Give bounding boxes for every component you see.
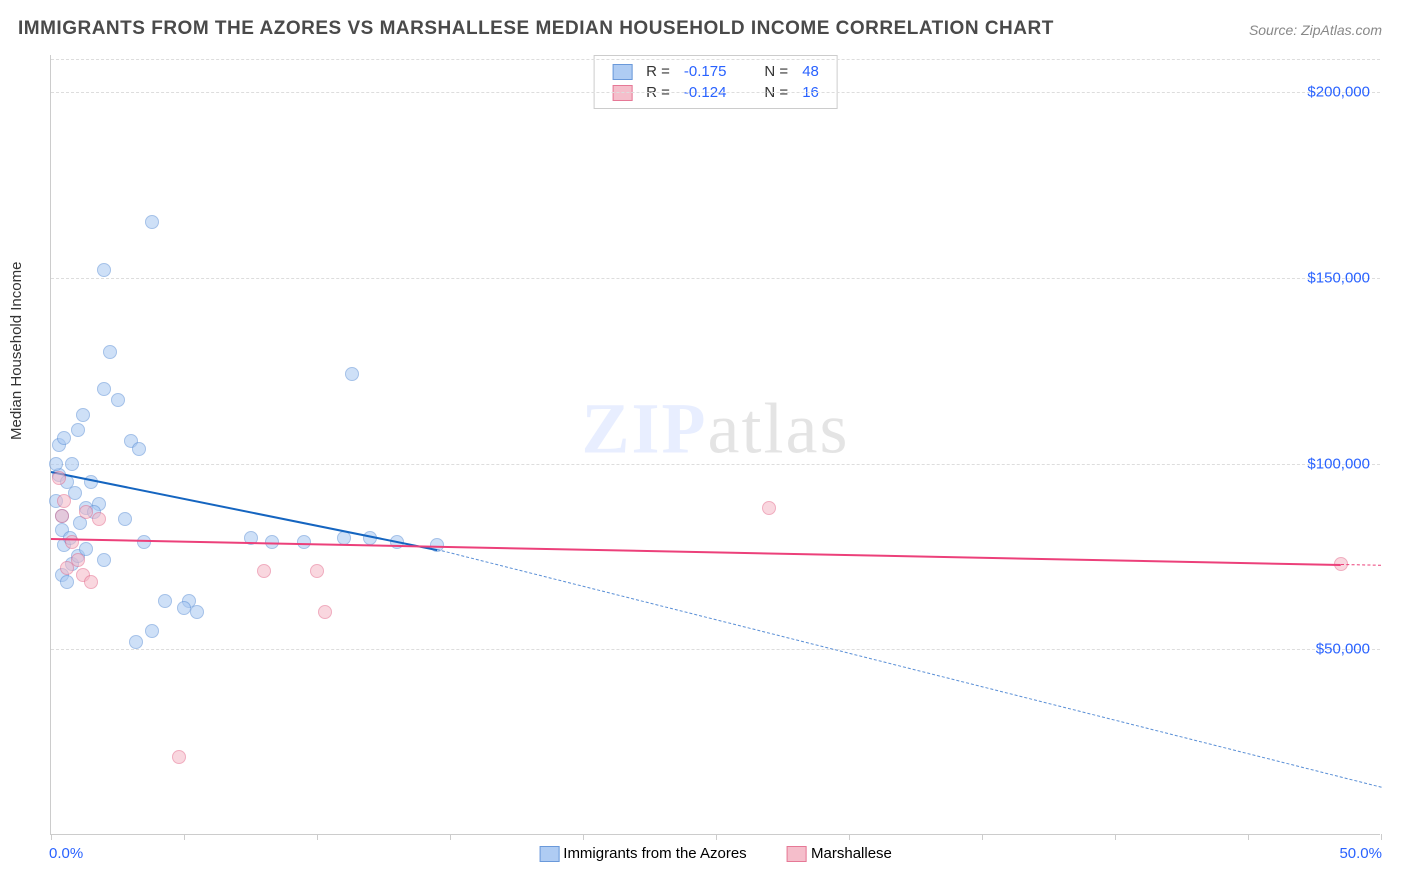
trendline-extrapolated bbox=[437, 549, 1382, 788]
data-point-marshallese bbox=[52, 471, 66, 485]
swatch-azores bbox=[539, 846, 559, 862]
data-point-azores bbox=[49, 457, 63, 471]
r-label: R = bbox=[640, 62, 676, 81]
r-value-azores: -0.175 bbox=[678, 62, 733, 81]
x-tick bbox=[849, 834, 850, 840]
data-point-azores bbox=[65, 457, 79, 471]
data-point-azores bbox=[60, 575, 74, 589]
watermark-atlas: atlas bbox=[708, 388, 850, 468]
data-point-marshallese bbox=[310, 564, 324, 578]
legend-item-marshallese: Marshallese bbox=[787, 845, 892, 862]
n-value-azores: 48 bbox=[796, 62, 825, 81]
swatch-azores bbox=[612, 64, 632, 80]
data-point-azores bbox=[111, 393, 125, 407]
data-point-azores bbox=[129, 635, 143, 649]
data-point-marshallese bbox=[172, 750, 186, 764]
data-point-marshallese bbox=[92, 512, 106, 526]
x-tick bbox=[184, 834, 185, 840]
watermark: ZIPatlas bbox=[582, 387, 850, 470]
series-legend: Immigrants from the Azores Marshallese bbox=[521, 845, 910, 862]
watermark-zip: ZIP bbox=[582, 388, 708, 468]
trendline bbox=[51, 538, 1341, 566]
data-point-azores bbox=[177, 601, 191, 615]
x-axis-label: 0.0% bbox=[49, 845, 83, 862]
data-point-azores bbox=[103, 345, 117, 359]
x-tick bbox=[1248, 834, 1249, 840]
data-point-marshallese bbox=[762, 501, 776, 515]
n-label: N = bbox=[758, 62, 794, 81]
source-label: Source: ZipAtlas.com bbox=[1249, 22, 1382, 38]
data-point-azores bbox=[158, 594, 172, 608]
data-point-azores bbox=[57, 431, 71, 445]
data-point-azores bbox=[97, 382, 111, 396]
data-point-marshallese bbox=[60, 561, 74, 575]
legend-label-marshallese: Marshallese bbox=[811, 845, 892, 862]
x-tick bbox=[583, 834, 584, 840]
data-point-marshallese bbox=[65, 535, 79, 549]
data-point-azores bbox=[345, 367, 359, 381]
data-point-azores bbox=[145, 215, 159, 229]
data-point-azores bbox=[97, 553, 111, 567]
x-tick bbox=[317, 834, 318, 840]
swatch-marshallese bbox=[787, 846, 807, 862]
correlation-legend: R = -0.175 N = 48 R = -0.124 N = 16 bbox=[593, 55, 838, 109]
x-tick bbox=[1381, 834, 1382, 840]
x-tick bbox=[51, 834, 52, 840]
data-point-azores bbox=[132, 442, 146, 456]
data-point-azores bbox=[297, 535, 311, 549]
data-point-marshallese bbox=[79, 505, 93, 519]
data-point-marshallese bbox=[257, 564, 271, 578]
data-point-azores bbox=[145, 624, 159, 638]
gridline bbox=[51, 92, 1380, 93]
legend-row-azores: R = -0.175 N = 48 bbox=[606, 62, 825, 81]
chart-plot-area: ZIPatlas R = -0.175 N = 48 R = -0.124 N … bbox=[50, 55, 1380, 835]
data-point-azores bbox=[118, 512, 132, 526]
x-tick bbox=[1115, 834, 1116, 840]
gridline bbox=[51, 649, 1380, 650]
y-tick-label: $50,000 bbox=[1316, 641, 1370, 658]
data-point-marshallese bbox=[57, 494, 71, 508]
gridline bbox=[51, 59, 1380, 60]
data-point-marshallese bbox=[318, 605, 332, 619]
data-point-marshallese bbox=[84, 575, 98, 589]
chart-title: IMMIGRANTS FROM THE AZORES VS MARSHALLES… bbox=[18, 18, 1054, 40]
x-axis-label: 50.0% bbox=[1339, 845, 1382, 862]
data-point-azores bbox=[190, 605, 204, 619]
data-point-azores bbox=[76, 408, 90, 422]
data-point-azores bbox=[71, 423, 85, 437]
y-tick-label: $200,000 bbox=[1307, 84, 1370, 101]
data-point-azores bbox=[97, 263, 111, 277]
y-axis-label: Median Household Income bbox=[8, 262, 25, 440]
x-tick bbox=[450, 834, 451, 840]
legend-label-azores: Immigrants from the Azores bbox=[563, 845, 746, 862]
y-tick-label: $150,000 bbox=[1307, 269, 1370, 286]
data-point-marshallese bbox=[55, 509, 69, 523]
y-tick-label: $100,000 bbox=[1307, 455, 1370, 472]
gridline bbox=[51, 464, 1380, 465]
gridline bbox=[51, 278, 1380, 279]
x-tick bbox=[982, 834, 983, 840]
x-tick bbox=[716, 834, 717, 840]
legend-item-azores: Immigrants from the Azores bbox=[539, 845, 747, 862]
